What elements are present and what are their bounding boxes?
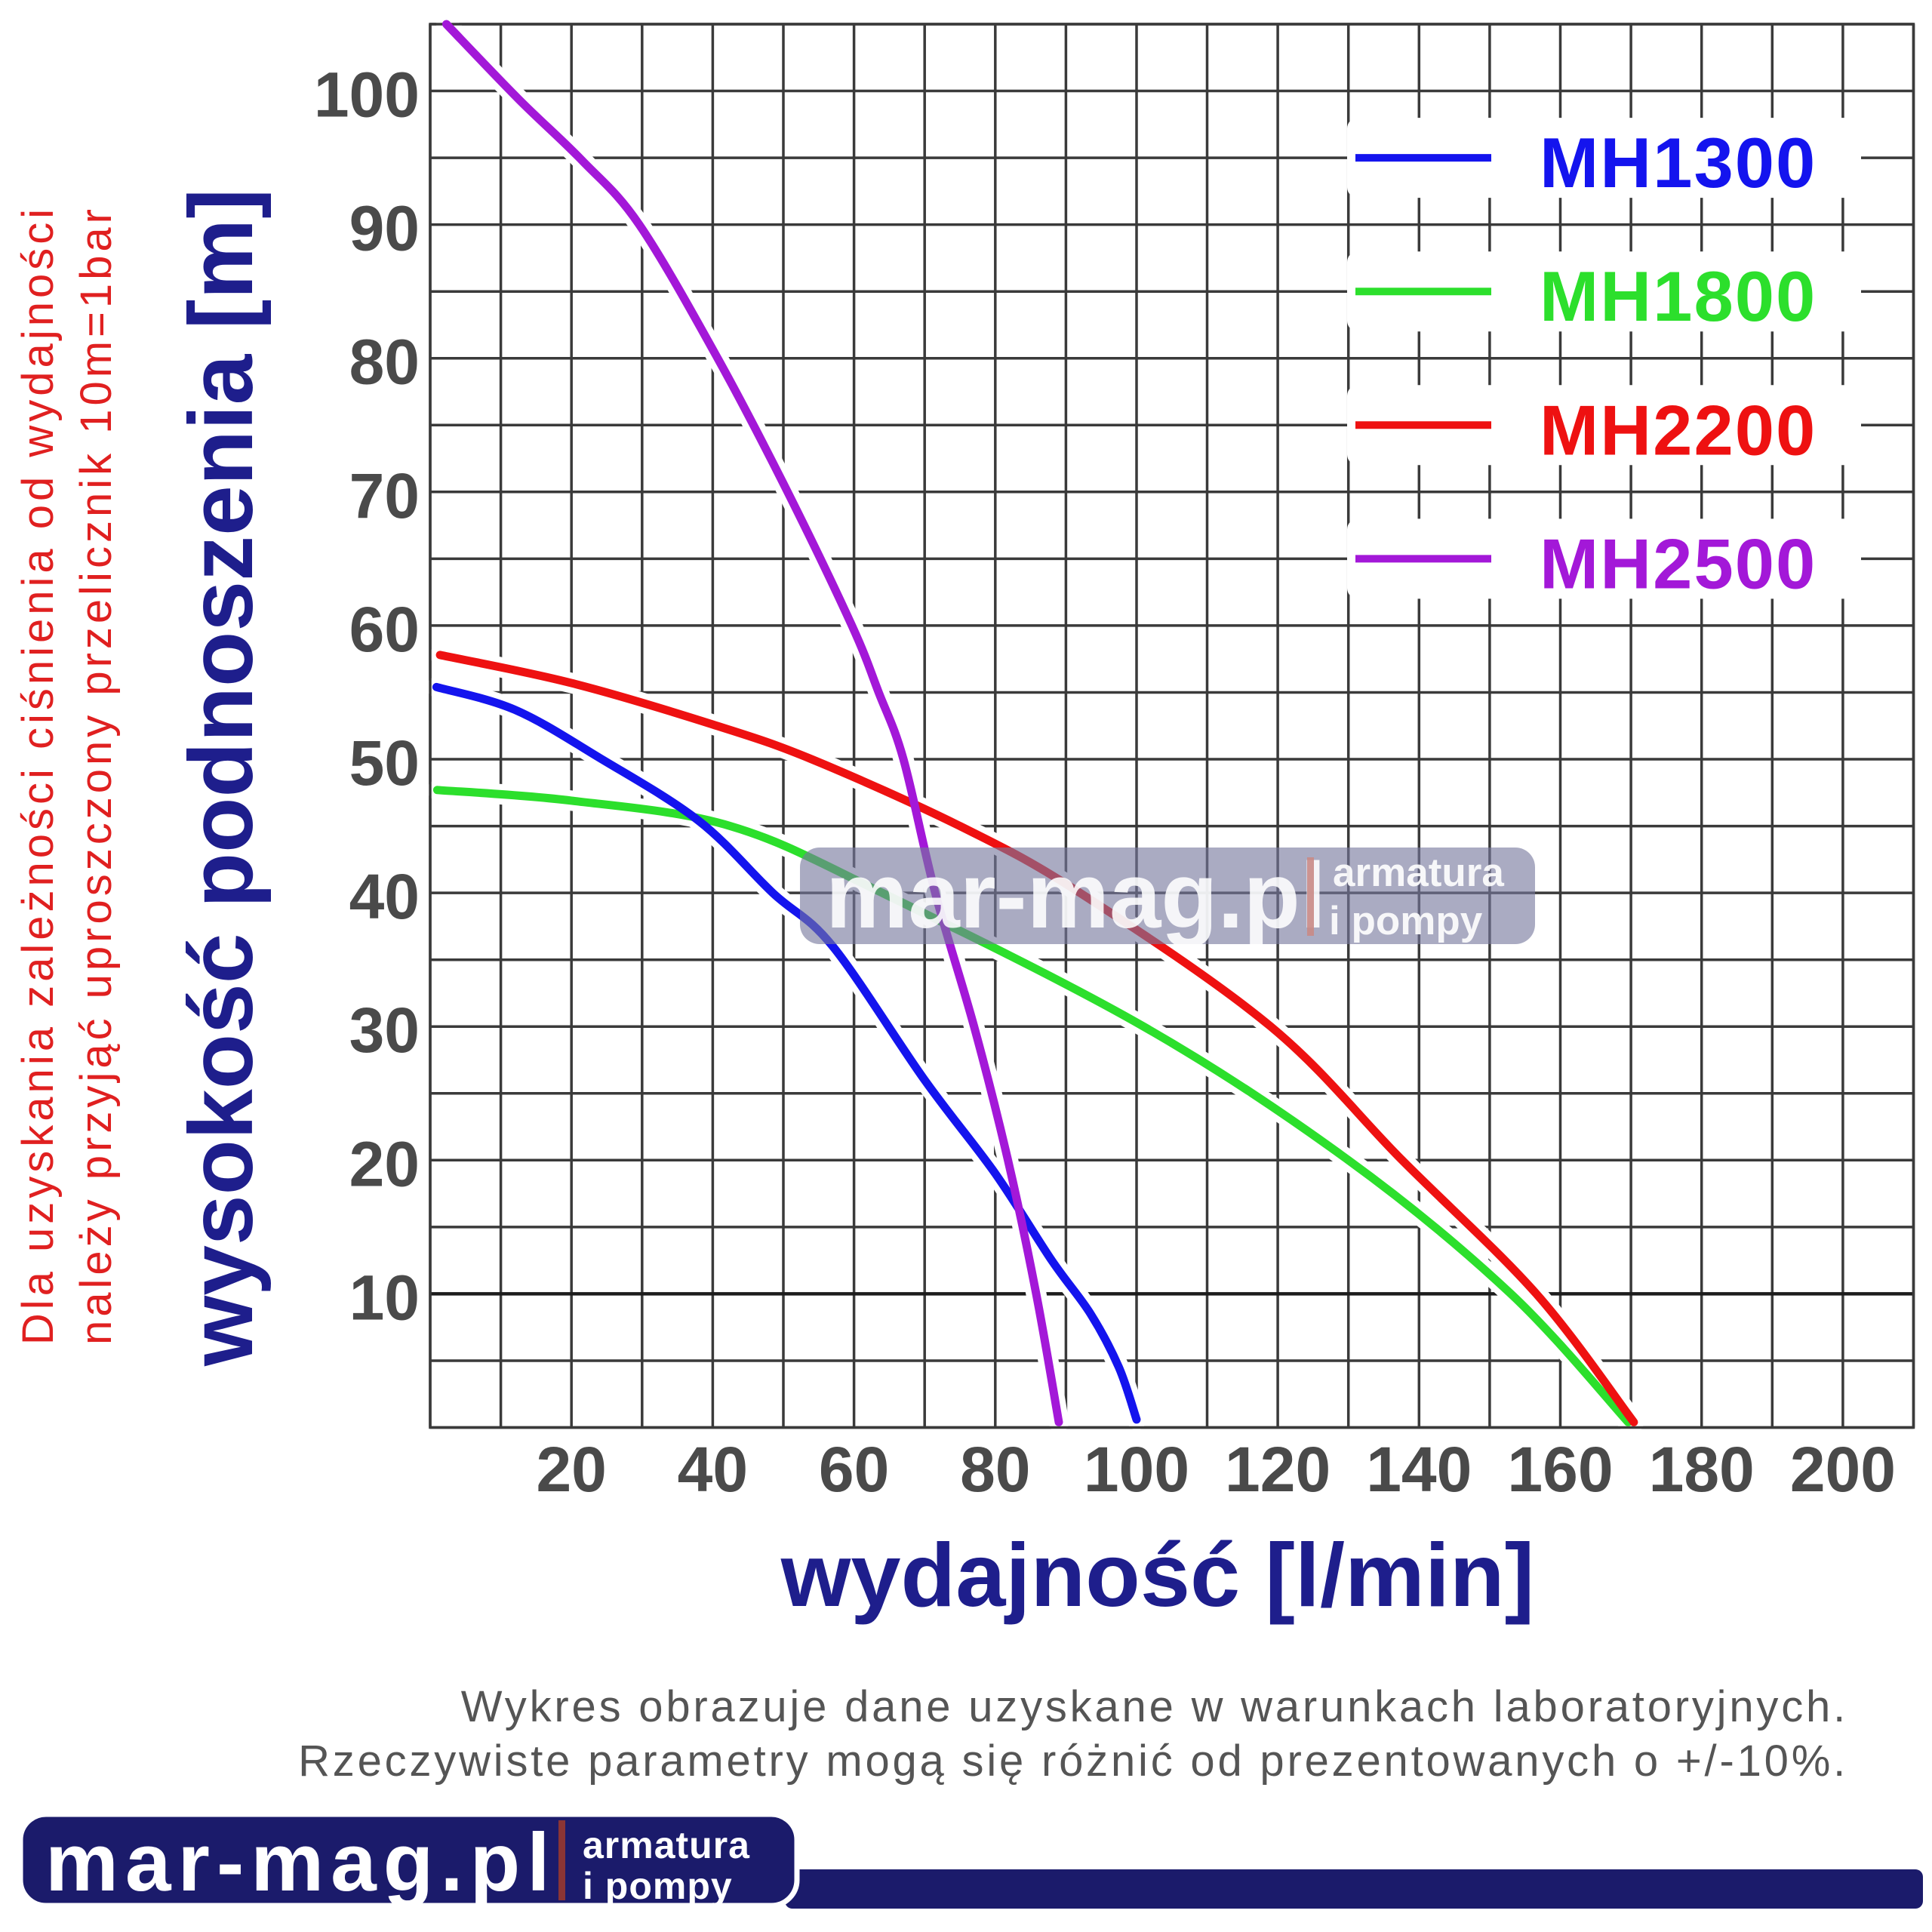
svg-text:20: 20 xyxy=(536,1434,606,1505)
svg-text:60: 60 xyxy=(819,1434,889,1505)
svg-text:wysokość podnoszenia [m]: wysokość podnoszenia [m] xyxy=(171,189,272,1367)
svg-text:140: 140 xyxy=(1366,1434,1472,1505)
svg-text:MH1300: MH1300 xyxy=(1540,123,1817,202)
svg-text:Wykres obrazuje dane uzyskane: Wykres obrazuje dane uzyskane w warunkac… xyxy=(461,1682,1848,1731)
svg-text:i pompy: i pompy xyxy=(1329,899,1483,943)
svg-text:30: 30 xyxy=(349,995,420,1066)
svg-text:60: 60 xyxy=(349,594,420,665)
svg-text:armatura: armatura xyxy=(1333,851,1504,895)
svg-text:MH2500: MH2500 xyxy=(1540,524,1817,603)
svg-text:180: 180 xyxy=(1649,1434,1755,1505)
svg-text:40: 40 xyxy=(349,861,420,932)
svg-text:120: 120 xyxy=(1225,1434,1331,1505)
svg-text:Rzeczywiste parametry mogą się: Rzeczywiste parametry mogą się różnić od… xyxy=(298,1737,1848,1786)
svg-text:100: 100 xyxy=(314,60,420,131)
svg-text:70: 70 xyxy=(349,460,420,531)
svg-text:80: 80 xyxy=(349,327,420,398)
svg-text:mar-mag.pl: mar-mag.pl xyxy=(826,844,1326,948)
svg-text:80: 80 xyxy=(960,1434,1030,1505)
svg-text:wydajność [l/min]: wydajność [l/min] xyxy=(780,1525,1534,1626)
svg-text:i pompy: i pompy xyxy=(583,1865,733,1907)
svg-text:mar-mag.pl: mar-mag.pl xyxy=(45,1817,557,1909)
svg-text:20: 20 xyxy=(349,1128,420,1199)
svg-text:MH2200: MH2200 xyxy=(1540,390,1817,469)
svg-text:200: 200 xyxy=(1790,1434,1896,1505)
svg-text:MH1800: MH1800 xyxy=(1540,257,1817,336)
svg-text:90: 90 xyxy=(349,193,420,264)
svg-text:10: 10 xyxy=(349,1262,420,1333)
svg-text:50: 50 xyxy=(349,728,420,798)
svg-text:Dla uzyskania zależności ciśni: Dla uzyskania zależności ciśnienia od wy… xyxy=(14,205,63,1345)
svg-text:należy przyjąć uproszczony prz: należy przyjąć uproszczony przelicznik 1… xyxy=(72,205,121,1345)
svg-text:100: 100 xyxy=(1084,1434,1189,1505)
svg-text:armatura: armatura xyxy=(583,1824,750,1866)
svg-text:160: 160 xyxy=(1507,1434,1613,1505)
svg-text:40: 40 xyxy=(678,1434,748,1505)
